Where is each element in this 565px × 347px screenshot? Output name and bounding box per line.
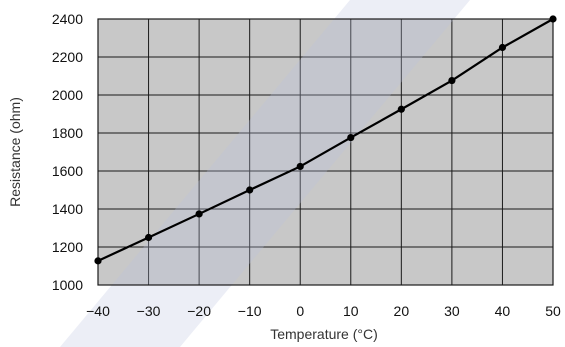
series-line xyxy=(97,18,554,262)
y-tick-label: 1600 xyxy=(52,163,83,179)
x-axis-label: Temperature (°C) xyxy=(270,326,378,342)
y-tick-label: 1000 xyxy=(52,277,83,293)
data-point xyxy=(397,105,405,113)
data-point xyxy=(246,186,254,194)
x-tick-label: 40 xyxy=(495,303,511,319)
data-point xyxy=(195,210,203,218)
y-tick-label: 1400 xyxy=(52,201,83,217)
data-point xyxy=(498,43,507,52)
x-tick-label: 50 xyxy=(545,303,561,319)
x-tick-labels: −40 −30 −20 −10 0 10 20 30 40 50 xyxy=(86,303,561,319)
x-tick-label: 30 xyxy=(444,303,460,319)
series-layer xyxy=(94,15,557,265)
y-tick-label: 1800 xyxy=(52,125,83,141)
x-tick-label: −40 xyxy=(86,303,110,319)
x-tick-label: −10 xyxy=(238,303,262,319)
watermark-graphic xyxy=(60,0,470,347)
y-tick-label: 1200 xyxy=(52,239,83,255)
watermark-band xyxy=(60,0,470,347)
y-tick-label: 2200 xyxy=(52,49,83,65)
plot-frame xyxy=(97,18,554,286)
data-point xyxy=(347,133,355,142)
x-tick-label: −20 xyxy=(187,303,211,319)
x-tick-label: 10 xyxy=(343,303,359,319)
x-tick-label: 20 xyxy=(394,303,410,319)
data-point xyxy=(448,76,456,85)
data-point xyxy=(296,162,304,171)
y-tick-labels: 1000 1200 1400 1600 1800 2000 2200 2400 xyxy=(52,11,83,293)
x-tick-label: −30 xyxy=(137,303,161,319)
data-point xyxy=(144,233,153,242)
y-axis-label: Resistance (ohm) xyxy=(7,97,23,207)
y-tick-label: 2400 xyxy=(52,11,83,27)
data-point xyxy=(94,257,102,265)
x-tick-label: 0 xyxy=(296,303,304,319)
data-point xyxy=(549,15,557,23)
y-tick-label: 2000 xyxy=(52,87,83,103)
